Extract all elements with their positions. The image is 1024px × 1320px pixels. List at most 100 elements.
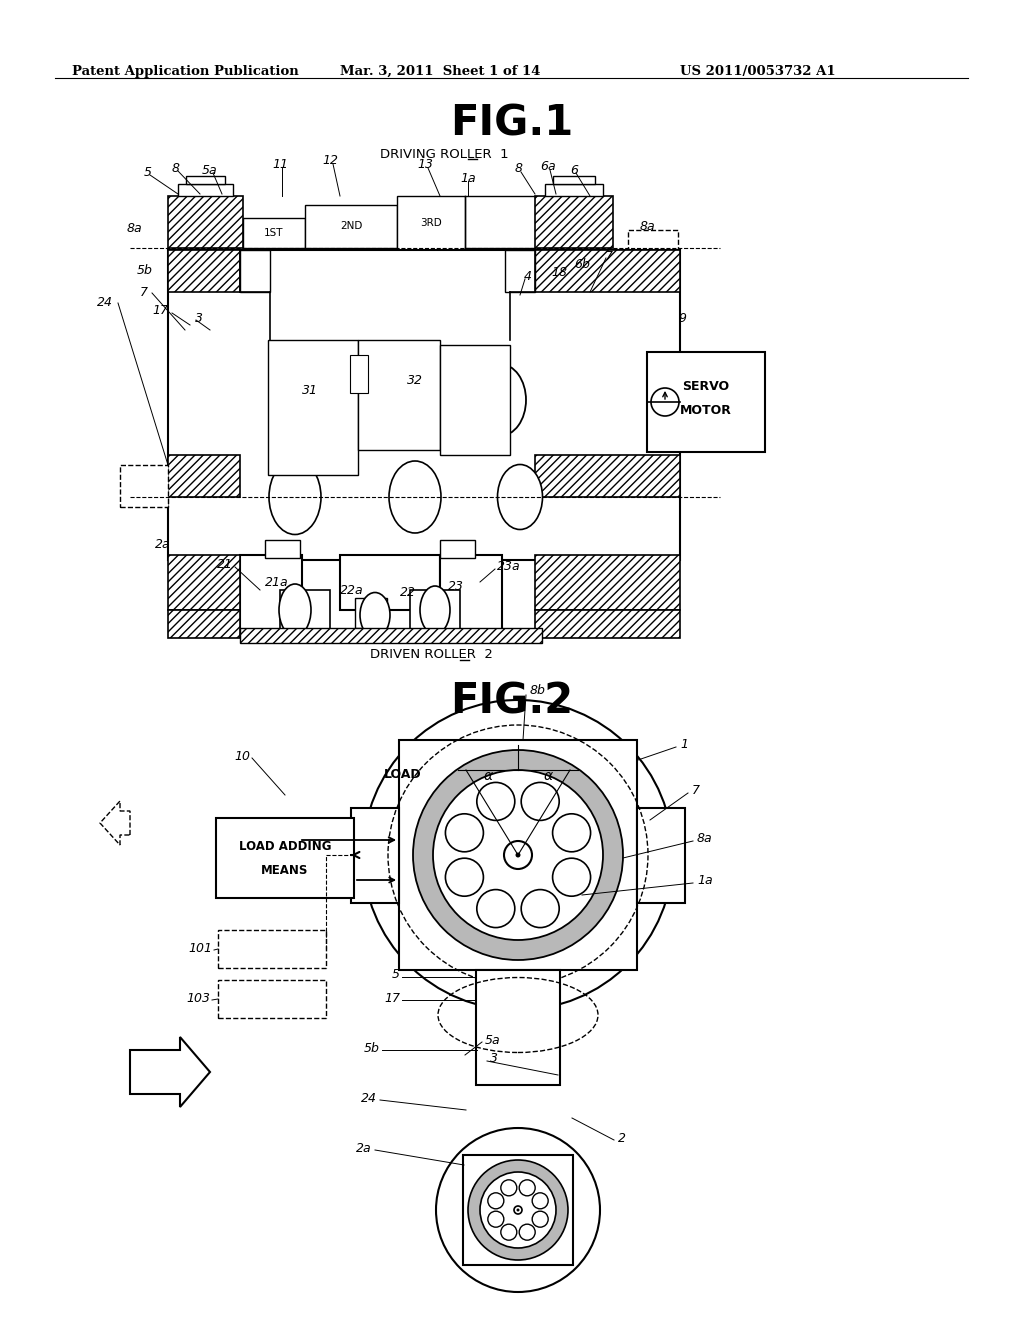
Text: 103: 103 bbox=[186, 993, 210, 1006]
Bar bbox=[358, 341, 440, 450]
Text: 24: 24 bbox=[97, 296, 113, 309]
Circle shape bbox=[519, 1224, 536, 1241]
Circle shape bbox=[413, 750, 623, 960]
Text: 32: 32 bbox=[407, 374, 423, 387]
Bar bbox=[463, 1155, 573, 1265]
Bar bbox=[505, 249, 535, 292]
Bar bbox=[280, 590, 330, 642]
Circle shape bbox=[553, 814, 591, 851]
Bar bbox=[350, 355, 368, 393]
Bar bbox=[268, 341, 358, 475]
Bar bbox=[535, 455, 680, 498]
Circle shape bbox=[445, 814, 483, 851]
Bar bbox=[535, 195, 613, 248]
Text: 17: 17 bbox=[152, 304, 168, 317]
Circle shape bbox=[501, 1180, 517, 1196]
Text: 22: 22 bbox=[400, 586, 416, 598]
Text: 21a: 21a bbox=[265, 577, 289, 590]
Ellipse shape bbox=[389, 461, 441, 533]
Ellipse shape bbox=[386, 351, 444, 429]
Bar bbox=[168, 249, 240, 292]
Text: 8a: 8a bbox=[126, 222, 142, 235]
Bar bbox=[535, 610, 680, 638]
Text: 5: 5 bbox=[392, 969, 400, 982]
Ellipse shape bbox=[420, 586, 450, 634]
Circle shape bbox=[477, 783, 515, 821]
Text: 23a: 23a bbox=[497, 561, 520, 573]
Bar bbox=[168, 195, 243, 248]
Bar bbox=[476, 970, 560, 1085]
Text: 1a: 1a bbox=[460, 172, 476, 185]
Text: 22a: 22a bbox=[340, 583, 364, 597]
Text: 1a: 1a bbox=[697, 874, 713, 887]
Text: 24: 24 bbox=[361, 1092, 377, 1105]
Text: 2: 2 bbox=[618, 1131, 626, 1144]
Text: 8a: 8a bbox=[697, 832, 713, 845]
Text: 12: 12 bbox=[322, 154, 338, 168]
Text: 5a: 5a bbox=[202, 164, 218, 177]
Text: 3RD: 3RD bbox=[420, 218, 442, 228]
Text: 2a: 2a bbox=[356, 1142, 372, 1155]
Circle shape bbox=[519, 1180, 536, 1196]
Bar bbox=[399, 741, 637, 970]
Text: SERVO: SERVO bbox=[682, 380, 729, 393]
Text: LOAD ADDING: LOAD ADDING bbox=[239, 840, 331, 853]
Bar bbox=[440, 540, 475, 558]
Bar bbox=[397, 195, 465, 251]
Bar bbox=[440, 345, 510, 455]
Circle shape bbox=[468, 1160, 568, 1261]
Circle shape bbox=[553, 858, 591, 896]
Text: MOTOR: MOTOR bbox=[680, 404, 732, 417]
Circle shape bbox=[521, 890, 559, 928]
Text: Patent Application Publication: Patent Application Publication bbox=[72, 65, 299, 78]
Ellipse shape bbox=[360, 593, 390, 638]
Text: 11: 11 bbox=[272, 158, 288, 172]
Text: 6b: 6b bbox=[574, 257, 590, 271]
Text: 13: 13 bbox=[417, 158, 433, 172]
Bar bbox=[647, 352, 765, 451]
Text: 7: 7 bbox=[605, 249, 613, 263]
Ellipse shape bbox=[275, 352, 345, 447]
Text: 17: 17 bbox=[384, 991, 400, 1005]
Bar bbox=[305, 205, 397, 248]
Text: 2a: 2a bbox=[155, 539, 171, 552]
Ellipse shape bbox=[279, 583, 311, 636]
Bar bbox=[168, 455, 240, 498]
Text: 7: 7 bbox=[140, 285, 148, 298]
Text: US 2011/0053732 A1: US 2011/0053732 A1 bbox=[680, 65, 836, 78]
Text: DRIVING ROLLER  1: DRIVING ROLLER 1 bbox=[380, 148, 509, 161]
Bar bbox=[168, 554, 240, 610]
Ellipse shape bbox=[269, 459, 321, 535]
Text: 23: 23 bbox=[449, 579, 464, 593]
Circle shape bbox=[445, 858, 483, 896]
Bar bbox=[535, 249, 680, 292]
Circle shape bbox=[532, 1193, 548, 1209]
Circle shape bbox=[521, 783, 559, 821]
Bar bbox=[340, 554, 440, 610]
Text: MEANS: MEANS bbox=[261, 863, 308, 876]
Text: 1: 1 bbox=[680, 738, 688, 751]
Bar bbox=[240, 249, 270, 292]
Bar bbox=[240, 628, 542, 643]
Bar bbox=[178, 183, 233, 195]
Text: 5a: 5a bbox=[485, 1034, 501, 1047]
Text: 3: 3 bbox=[195, 312, 203, 325]
Text: α: α bbox=[483, 770, 493, 783]
Text: 31: 31 bbox=[302, 384, 318, 396]
Text: LOAD: LOAD bbox=[384, 768, 422, 781]
Text: 1ST: 1ST bbox=[264, 228, 284, 238]
Text: 9: 9 bbox=[678, 312, 686, 325]
Circle shape bbox=[487, 1193, 504, 1209]
Circle shape bbox=[477, 890, 515, 928]
Text: 6: 6 bbox=[570, 164, 578, 177]
Text: 2ND: 2ND bbox=[340, 220, 362, 231]
Bar bbox=[168, 249, 680, 560]
Text: FIG.1: FIG.1 bbox=[451, 102, 573, 144]
Circle shape bbox=[433, 770, 603, 940]
Bar bbox=[186, 176, 225, 183]
Bar bbox=[216, 818, 354, 898]
Circle shape bbox=[515, 853, 520, 858]
Circle shape bbox=[516, 1209, 519, 1212]
Text: 8a: 8a bbox=[640, 219, 655, 232]
Bar bbox=[355, 598, 387, 628]
